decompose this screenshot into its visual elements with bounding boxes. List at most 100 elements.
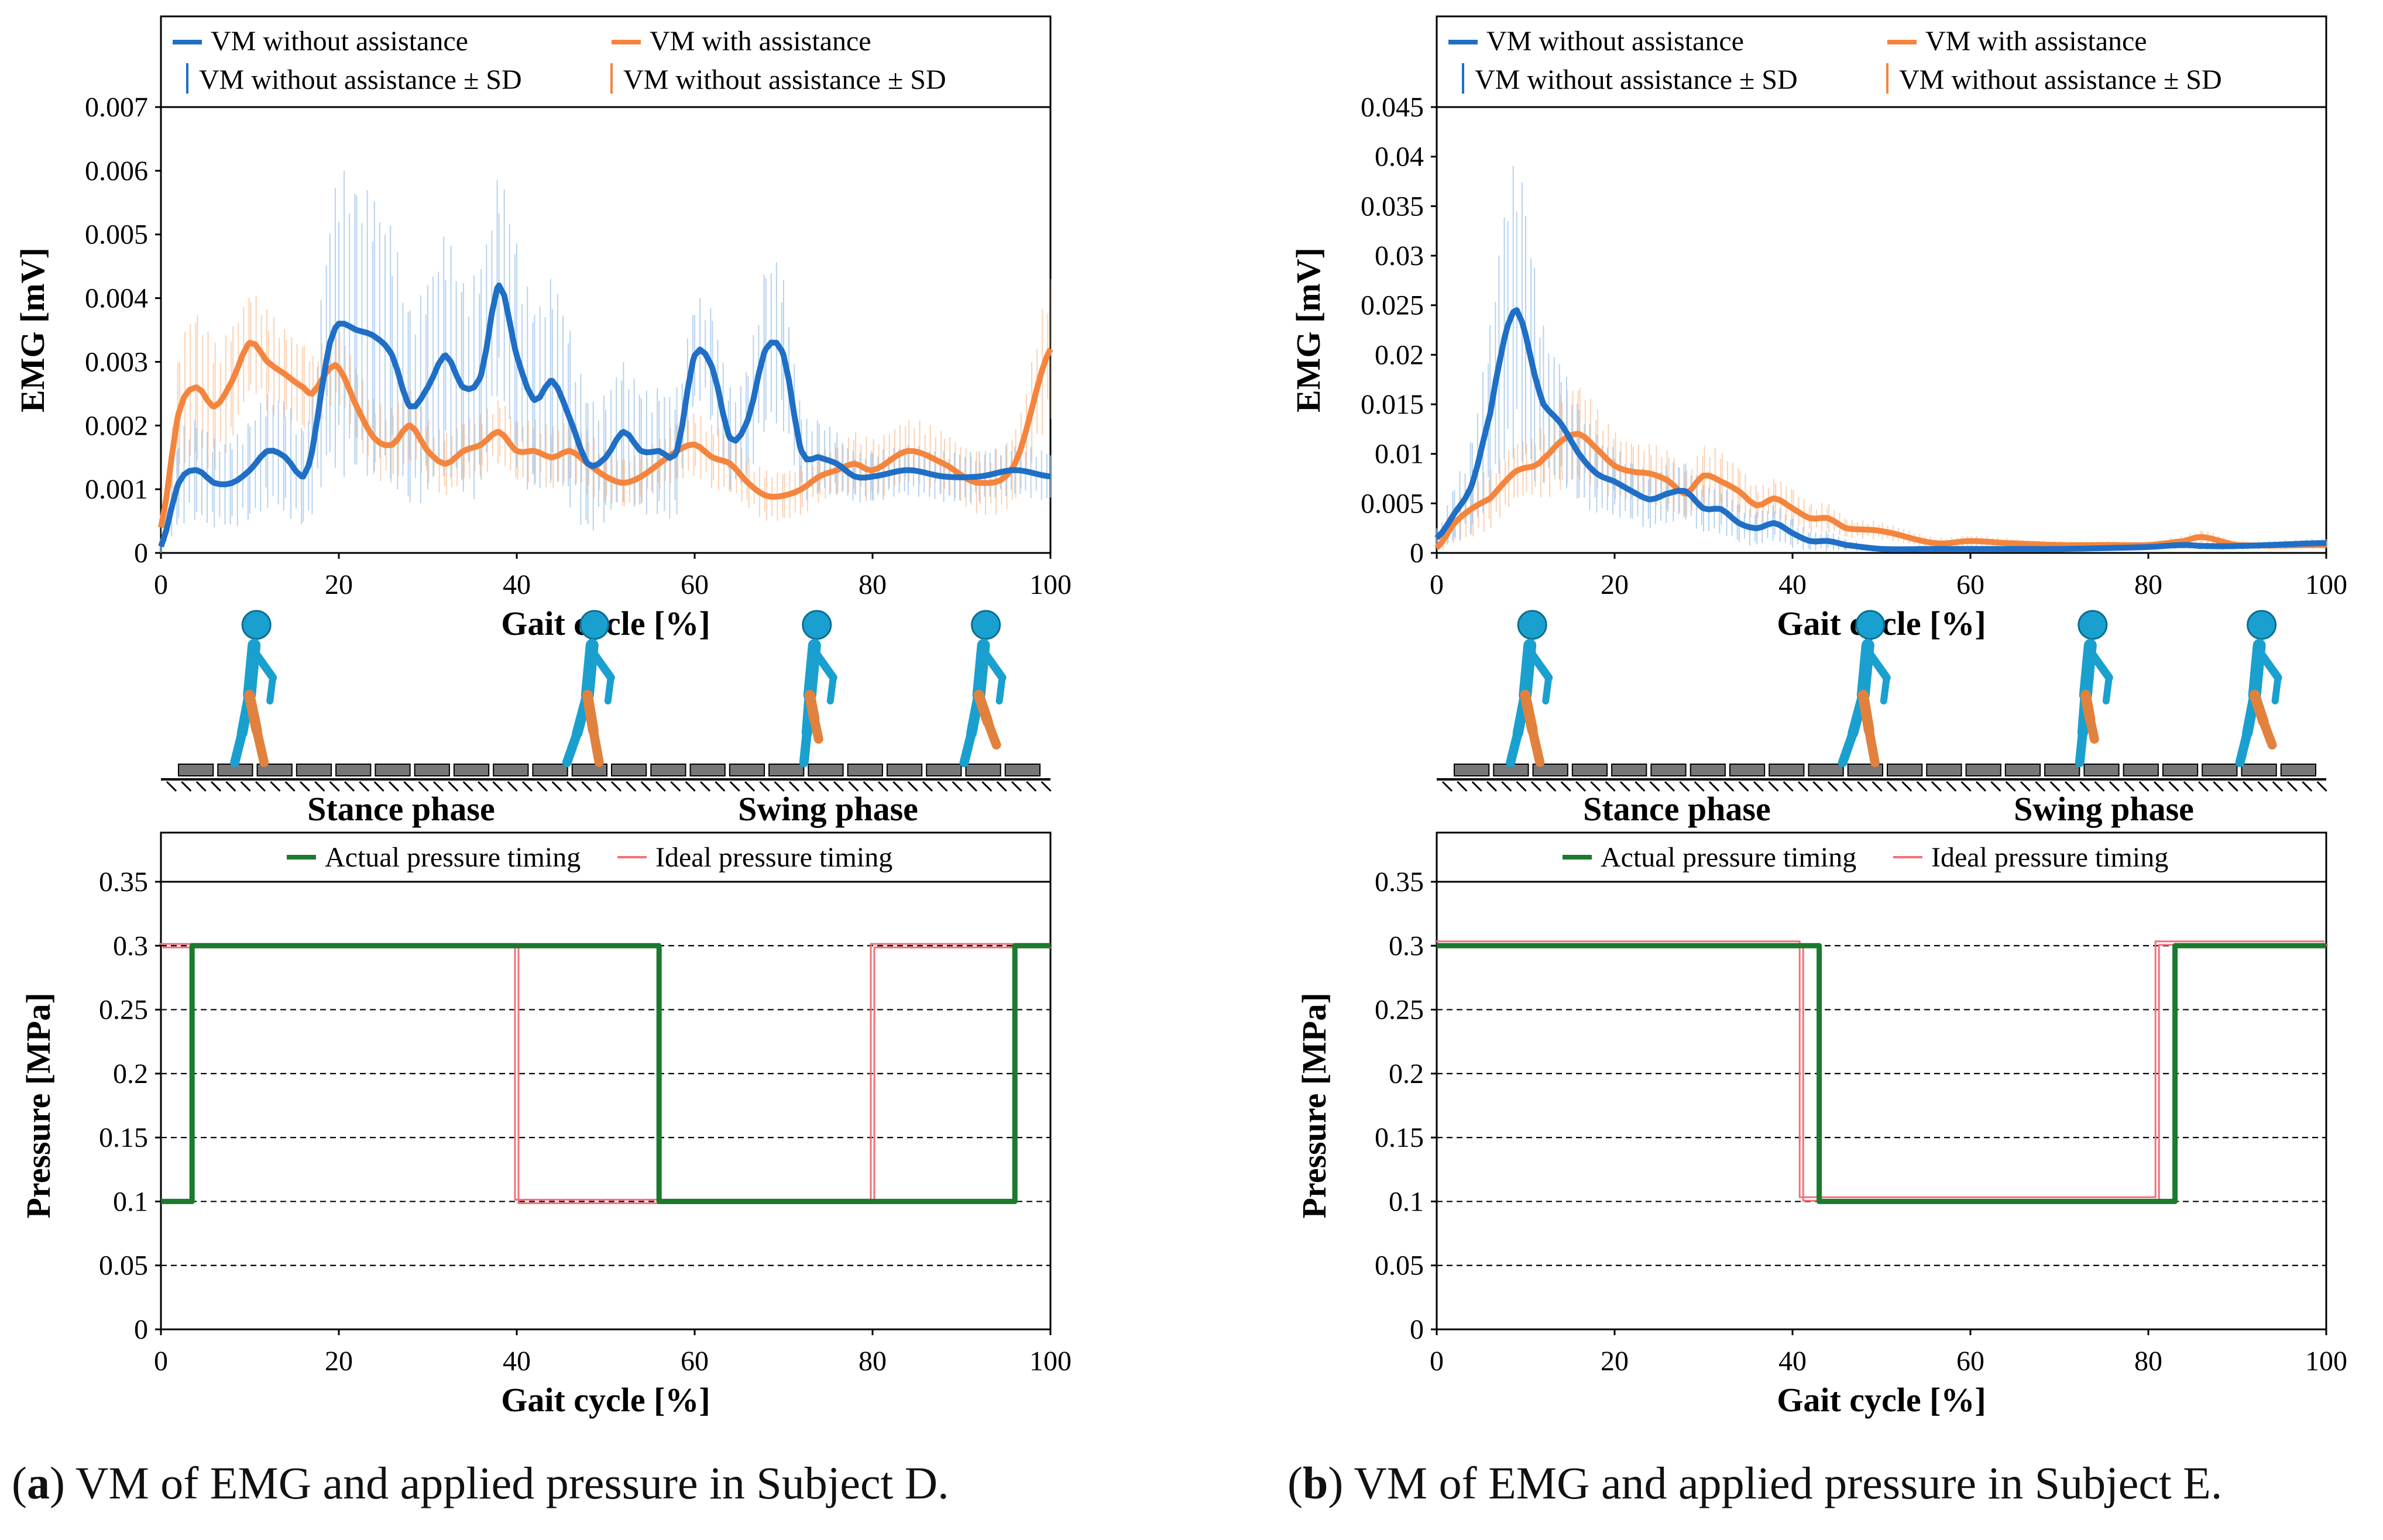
ground-hatch xyxy=(1916,781,1927,792)
ground-hatch xyxy=(2286,781,2298,792)
track-block xyxy=(808,764,844,776)
x-tick-label: 80 xyxy=(2134,1346,2162,1377)
ground-hatch xyxy=(759,781,770,792)
track-block xyxy=(532,764,568,776)
ground-hatch xyxy=(1590,781,1601,792)
walker-shin-front xyxy=(1527,726,1545,767)
ground-hatch xyxy=(373,781,384,792)
ground-hatch xyxy=(2183,781,2194,792)
walker-forearm xyxy=(995,674,1006,704)
walker-forearm xyxy=(1542,674,1553,704)
ground-hatch xyxy=(432,781,444,792)
legend-label: VM without assistance ± SD xyxy=(199,64,522,95)
ground-hatch xyxy=(2138,781,2149,792)
ground-hatch xyxy=(744,781,756,792)
track-block xyxy=(1769,764,1805,776)
ground-hatch xyxy=(1708,781,1720,792)
walker-forearm xyxy=(826,674,837,704)
ground-hatch xyxy=(1441,781,1453,792)
ground-hatch xyxy=(1990,781,2001,792)
ground-hatch xyxy=(1501,781,1512,792)
track-block xyxy=(611,764,647,776)
ground-hatch xyxy=(1011,781,1022,792)
y-tick-label: 0.2 xyxy=(113,1058,148,1089)
walker-figure xyxy=(1838,610,1891,767)
legend-frame xyxy=(1436,15,2327,108)
x-axis-label: Gait cycle [%] xyxy=(501,1381,710,1419)
ground-hatch xyxy=(255,781,266,792)
series-line-without xyxy=(1434,307,2327,552)
ground-hatch xyxy=(448,781,459,792)
x-tick-label: 20 xyxy=(1601,1346,1629,1377)
x-tick-label: 40 xyxy=(1778,569,1807,600)
ground-hatch xyxy=(729,781,740,792)
ground-hatch xyxy=(1041,781,1052,792)
walker-leg-front xyxy=(1520,690,1538,735)
ground-hatch xyxy=(1783,781,1794,792)
walker-leg-front xyxy=(582,690,599,735)
track-block xyxy=(1887,764,1923,776)
walker-forearm xyxy=(2271,674,2282,704)
x-tick-label: 0 xyxy=(1430,569,1444,600)
walker-arm xyxy=(979,647,1007,682)
ground-hatch xyxy=(2302,781,2313,792)
ground-hatch xyxy=(566,781,578,792)
y-tick-label: 0.005 xyxy=(85,219,148,250)
ground-hatch xyxy=(388,781,400,792)
ground-hatch xyxy=(1738,781,1749,792)
ground-hatch xyxy=(2316,781,2327,792)
ground-hatch xyxy=(818,781,829,792)
y-tick-label: 0.25 xyxy=(1375,995,1424,1026)
actual-pressure-line xyxy=(161,943,1050,1204)
ground-hatch xyxy=(655,781,667,792)
series-line-with xyxy=(1434,431,2326,550)
y-tick-label: 0.3 xyxy=(1389,930,1424,961)
track-block xyxy=(886,764,923,776)
x-tick-label: 20 xyxy=(325,569,353,600)
walker-figure xyxy=(2235,610,2282,767)
ground-hatch xyxy=(418,781,429,792)
ground-hatch xyxy=(1723,781,1735,792)
walker-leg-front xyxy=(1857,690,1874,735)
swing-phase-label: Swing phase xyxy=(2014,790,2194,828)
track-block xyxy=(1454,764,1490,776)
track-block xyxy=(1004,764,1041,776)
ground-hatch xyxy=(1457,781,1468,792)
ground-hatch xyxy=(1975,781,1987,792)
walker-shin-back xyxy=(1506,728,1523,767)
y-tick-label: 0.35 xyxy=(1375,867,1424,898)
track-block xyxy=(1650,764,1687,776)
x-tick-label: 100 xyxy=(2305,1346,2347,1377)
ground-hatch xyxy=(981,781,993,792)
walker-arm xyxy=(2255,647,2282,682)
walker-leg-front xyxy=(244,690,262,735)
ground-hatch xyxy=(907,781,918,792)
x-tick-label: 60 xyxy=(1956,569,1984,600)
chart-a-0: 0 0.001 0.002 0.003 0.004 0.005 0.006 0.007 0 20 4… xyxy=(13,15,1072,642)
y-tick-label: 0 xyxy=(1410,1314,1424,1345)
ground-hatch xyxy=(1842,781,1853,792)
ground-hatch xyxy=(804,781,815,792)
ground-hatch xyxy=(2035,781,2046,792)
walker-shin-front xyxy=(252,726,269,767)
ground-hatch xyxy=(462,781,473,792)
y-tick-label: 0.04 xyxy=(1375,142,1424,173)
walker-figure xyxy=(2075,610,2113,767)
walker-shin-back xyxy=(959,728,977,767)
y-tick-label: 0.1 xyxy=(113,1186,148,1217)
ground-hatch xyxy=(225,781,236,792)
chart-b-2: 0 0.005 0.01 0.015 0.02 0.025 0.03 0.035 0.04 0.0… xyxy=(1289,15,2347,642)
track-block xyxy=(1847,764,1884,776)
legend-frame xyxy=(160,15,1052,108)
track-block xyxy=(650,764,686,776)
track-block xyxy=(729,764,765,776)
y-tick-label: 0.015 xyxy=(1361,389,1424,420)
ground-hatch xyxy=(699,781,711,792)
walker-head xyxy=(1855,610,1886,640)
ground-hatch xyxy=(344,781,355,792)
walker-head xyxy=(241,610,272,640)
ground-hatch xyxy=(521,781,533,792)
ground-hatch xyxy=(1575,781,1587,792)
walker-head xyxy=(2247,610,2277,640)
ideal-pressure-line xyxy=(163,946,1052,1204)
